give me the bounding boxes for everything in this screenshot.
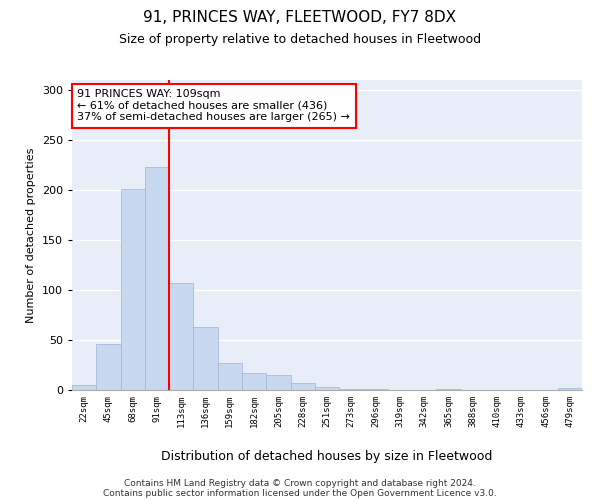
Text: 91 PRINCES WAY: 109sqm
← 61% of detached houses are smaller (436)
37% of semi-de: 91 PRINCES WAY: 109sqm ← 61% of detached… [77, 90, 350, 122]
Bar [558, 388, 582, 390]
Text: Contains public sector information licensed under the Open Government Licence v3: Contains public sector information licen… [103, 488, 497, 498]
Bar [72, 385, 96, 390]
Bar [364, 389, 388, 390]
Bar [193, 327, 218, 390]
Bar [121, 189, 145, 390]
Bar [339, 389, 364, 390]
Y-axis label: Number of detached properties: Number of detached properties [26, 148, 36, 322]
Bar [218, 363, 242, 390]
Bar [315, 387, 339, 390]
Bar [266, 375, 290, 390]
Bar [96, 344, 121, 390]
Bar [290, 383, 315, 390]
Bar [436, 389, 461, 390]
Text: Contains HM Land Registry data © Crown copyright and database right 2024.: Contains HM Land Registry data © Crown c… [124, 478, 476, 488]
Text: Distribution of detached houses by size in Fleetwood: Distribution of detached houses by size … [161, 450, 493, 463]
Text: Size of property relative to detached houses in Fleetwood: Size of property relative to detached ho… [119, 32, 481, 46]
Bar [242, 373, 266, 390]
Text: 91, PRINCES WAY, FLEETWOOD, FY7 8DX: 91, PRINCES WAY, FLEETWOOD, FY7 8DX [143, 10, 457, 25]
Bar [145, 167, 169, 390]
Bar [169, 283, 193, 390]
